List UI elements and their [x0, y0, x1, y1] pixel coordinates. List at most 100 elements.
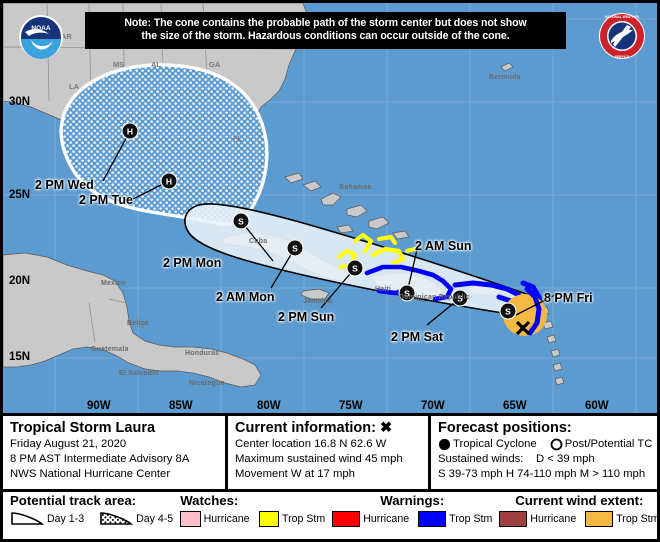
track-label-8pm-fri: 8 PM Fri: [544, 291, 593, 305]
marker-2pm-sat: S: [451, 289, 469, 307]
storm-title: Tropical Storm Laura: [10, 420, 156, 436]
marker-2am-mon: S: [286, 239, 304, 257]
watch-tropstm-label: Trop Stm: [282, 512, 326, 525]
post-potential-tc-circle-icon: [550, 438, 563, 451]
place-Bahamas: Bahamas: [339, 184, 372, 191]
svg-text:S: S: [292, 244, 298, 254]
nws-logo: NATIONAL WEATHER SERVICE: [599, 13, 645, 59]
note-line-1: Note: The cone contains the probable pat…: [124, 17, 527, 29]
place-Bermuda: Bermuda: [489, 74, 521, 81]
warnings-items: Hurricane Trop Stm: [332, 510, 492, 527]
forecast-position-markers[interactable]: H H S S S S S S: [121, 122, 531, 336]
current-center-location: Center location 16.8 N 62.6 W: [235, 438, 387, 451]
track-label-2pm-mon: 2 PM Mon: [163, 256, 222, 270]
track-label-2am-sun: 2 AM Sun: [415, 239, 472, 253]
day-4-5-label: Day 4-5: [136, 512, 174, 525]
lon-label-60w: 60W: [585, 400, 609, 412]
post-potential-tc-label: Post/Potential TC: [564, 438, 653, 451]
watches-heading: Watches:: [180, 493, 239, 508]
warning-hurricane-label: Hurricane: [363, 512, 410, 525]
place-Mexico: Mexico: [101, 280, 126, 287]
track-label-2pm-sat: 2 PM Sat: [391, 330, 444, 344]
depression-threshold: D < 39 mph: [536, 453, 595, 466]
warning-overlay: [524, 286, 542, 336]
wind-tropstm-swatch: [585, 510, 614, 527]
legend-row: Potential track area: Day 1-3 Day 4-5 Wa…: [3, 492, 659, 536]
warnings-group: Warnings: Hurricane Trop Stm: [325, 493, 492, 527]
place-MS: MS: [113, 60, 124, 69]
current-position-x-icon: ✖: [380, 420, 393, 436]
marker-current-position-x: [515, 320, 531, 336]
current-max-wind: Maximum sustained wind 45 mph: [235, 453, 403, 466]
wind-extent-heading: Current wind extent:: [515, 493, 644, 508]
watch-tropstm-swatch: [258, 510, 279, 527]
wind-extent-group: Current wind extent: Hurricane Trop Stm: [492, 493, 659, 527]
forecast-positions-column: Forecast positions: Tropical Cyclone Pos…: [431, 416, 657, 489]
storm-date: Friday August 21, 2020: [10, 438, 127, 451]
wind-hurricane-swatch: [499, 510, 528, 527]
marker-2am-sun: S: [398, 284, 416, 302]
lon-label-90w: 90W: [87, 400, 111, 412]
current-information-heading: Current information: ✖: [235, 420, 428, 436]
place-GA: GA: [209, 60, 221, 69]
lon-label-65w: 65W: [503, 400, 527, 412]
svg-text:S: S: [457, 294, 463, 304]
map-geometry: H H S S S S S S AR LA MS: [3, 3, 657, 413]
forecast-positions-heading: Forecast positions:: [438, 420, 572, 436]
day-1-3-label: Day 1-3: [47, 512, 85, 525]
cone-day-1-3-icon: [11, 511, 44, 525]
noaa-logo: NOAA: [19, 15, 63, 59]
svg-text:H: H: [127, 127, 133, 137]
storm-identity-column: Tropical Storm Laura Friday August 21, 2…: [3, 416, 225, 489]
watches-items: Hurricane Trop Stm: [180, 510, 326, 527]
divider-1: [225, 416, 228, 489]
place-AR: AR: [61, 32, 72, 41]
svg-text:NOAA: NOAA: [31, 25, 50, 32]
forecast-symbols-row: Tropical Cyclone Post/Potential TC: [438, 437, 657, 452]
wind-hurricane-label: Hurricane: [530, 512, 577, 525]
storm-advisory: 8 PM AST Intermediate Advisory 8A: [10, 453, 190, 466]
forecast-map[interactable]: H H S S S S S S AR LA MS: [0, 0, 660, 416]
track-label-2pm-tue: 2 PM Tue: [79, 193, 133, 207]
place-Belize: Belize: [127, 320, 148, 327]
watch-hurricane-label: Hurricane: [203, 512, 250, 525]
wind-extent-items: Hurricane Trop Stm: [499, 510, 659, 527]
track-label-2am-mon: 2 AM Mon: [216, 290, 275, 304]
potential-track-items: Day 1-3 Day 4-5: [10, 511, 173, 527]
place-Guatemala: Guatemala: [91, 346, 129, 353]
tropical-cyclone-label: Tropical Cyclone: [453, 438, 537, 451]
warning-tropstm-swatch: [418, 510, 447, 527]
svg-text:S: S: [404, 289, 410, 299]
place-LA: LA: [69, 82, 80, 91]
svg-text:S: S: [238, 217, 244, 227]
warning-hurricane-swatch: [332, 510, 361, 527]
watches-group: Watches: Hurricane Trop Stm: [173, 493, 326, 527]
sustained-winds-label: Sustained winds:: [438, 453, 524, 466]
marker-2pm-sun: S: [346, 259, 364, 277]
current-movement: Movement W at 17 mph: [235, 468, 355, 481]
sustained-winds-row: Sustained winds: D < 39 mph: [438, 452, 657, 467]
svg-text:NATIONAL WEATHER: NATIONAL WEATHER: [605, 15, 640, 19]
current-information-column: Current information: ✖ Center location 1…: [228, 416, 428, 489]
tropical-cyclone-dot-icon: [438, 439, 451, 451]
place-FL: FL: [233, 134, 243, 143]
cone-day-4-5-icon: [100, 511, 134, 525]
place-DominicanRepublic: Dominican Republic: [399, 294, 470, 301]
watch-hurricane-swatch: [180, 510, 201, 527]
svg-text:S: S: [352, 264, 358, 274]
potential-track-heading: Potential track area:: [10, 493, 137, 508]
track-label-2pm-wed: 2 PM Wed: [35, 178, 94, 192]
current-information-label: Current information:: [235, 420, 376, 436]
place-Jamaica: Jamaica: [303, 298, 332, 305]
place-Cuba: Cuba: [249, 238, 267, 245]
place-ElSalvador: El Salvador: [119, 370, 159, 377]
place-Haiti: Haiti: [375, 286, 391, 293]
place-labels: AR LA MS AL GA FL Mexico Belize Guatemal…: [61, 32, 521, 387]
track-label-2pm-sun: 2 PM Sun: [278, 310, 335, 324]
note-line-2: the size of the storm. Hazardous conditi…: [141, 30, 510, 43]
svg-text:H: H: [166, 177, 172, 187]
svg-text:S: S: [505, 307, 511, 317]
info-panel: Tropical Storm Laura Friday August 21, 2…: [0, 416, 660, 542]
marker-2am-sat: S: [499, 302, 517, 320]
lon-label-85w: 85W: [169, 400, 193, 412]
